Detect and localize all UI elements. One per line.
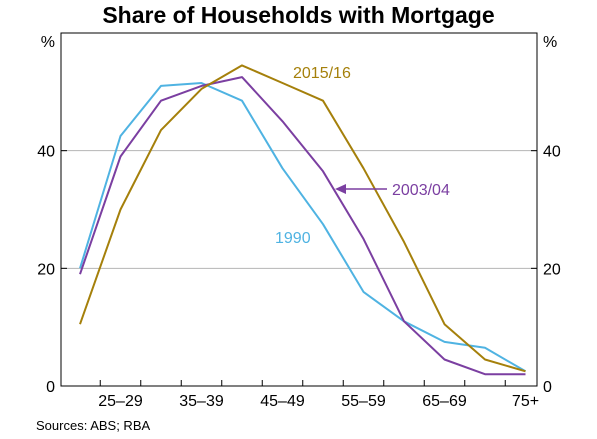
x-tick-label: 45–49 [260, 393, 305, 410]
axis-labels: 0 0 20 20 40 40% % 25–29 35–39 45–49 55–59 65–69 75+ [37, 34, 561, 410]
series-lines [79, 64, 527, 376]
source-note: Sources: ABS; RBA [36, 418, 151, 433]
x-tick-label: 65–69 [422, 393, 467, 410]
series-line-2015-16 [79, 64, 526, 373]
x-tick-label: 55–59 [341, 393, 386, 410]
series-line-2003-04 [79, 76, 526, 376]
y-unit-right: % [543, 34, 557, 51]
plot-frame [60, 32, 538, 387]
series-line-1990 [79, 82, 527, 373]
x-tick-label: 75+ [512, 393, 539, 410]
y-tick-label-left: 0 [46, 379, 55, 396]
series-annotations: 2015/16 2003/04 1990 [275, 65, 450, 247]
y-unit-left: % [41, 34, 55, 51]
annotation-2015-16: 2015/16 [293, 65, 351, 82]
axis-ticks [61, 150, 537, 387]
chart-title: Share of Households with Mortgage [102, 2, 495, 28]
annotation-1990: 1990 [275, 230, 311, 247]
annotation-arrow-head [335, 184, 346, 194]
x-tick-label: 25–29 [98, 393, 143, 410]
x-tick-label: 35–39 [179, 393, 224, 410]
y-tick-label-left: 40 [37, 144, 55, 161]
y-tick-label-right: 40 [543, 144, 561, 161]
y-tick-label-right: 0 [543, 379, 552, 396]
y-tick-label-left: 20 [37, 261, 55, 278]
y-tick-label-right: 20 [543, 261, 561, 278]
gridlines [61, 150, 537, 269]
annotation-2003-04: 2003/04 [392, 182, 450, 199]
